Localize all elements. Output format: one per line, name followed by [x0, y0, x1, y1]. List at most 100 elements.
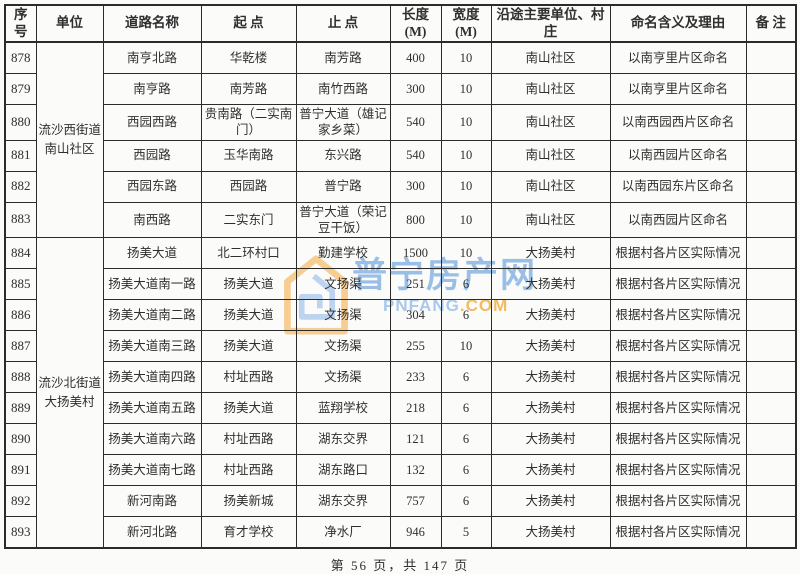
cell-reason: 以南亨里片区命名 — [609, 73, 747, 105]
column-header-unit: 单位 — [35, 4, 104, 43]
cell-end: 湖东路口 — [295, 454, 391, 486]
cell-length: 251 — [389, 268, 442, 300]
cell-start: 扬美大道 — [200, 268, 297, 300]
cell-width: 6 — [440, 268, 492, 300]
cell-start: 华乾楼 — [200, 41, 297, 74]
table-row: 893 新河北路 育才学校 净水厂 946 5 大扬美村 根据村各片区实际情况 — [4, 516, 797, 549]
cell-reason: 根据村各片区实际情况 — [609, 485, 747, 517]
cell-width: 6 — [440, 299, 492, 331]
column-header-road: 道路名称 — [102, 4, 202, 43]
cell-along: 大扬美村 — [490, 361, 611, 393]
cell-start: 育才学校 — [200, 516, 297, 549]
table-row: 891 扬美大道南七路 村址西路 湖东路口 132 6 大扬美村 根据村各片区实际情况 — [4, 454, 797, 486]
cell-along: 大扬美村 — [490, 454, 611, 486]
cell-road: 南亨北路 — [102, 41, 202, 74]
cell-seq: 887 — [4, 330, 37, 362]
cell-reason: 以南西园西片区命名 — [609, 104, 747, 141]
cell-reason: 以南西园片区命名 — [609, 201, 747, 238]
cell-unit: 流沙西街道 南山社区 — [35, 41, 104, 238]
cell-along: 南山社区 — [490, 170, 611, 203]
cell-road: 新河北路 — [102, 516, 202, 549]
cell-width: 6 — [440, 485, 492, 517]
column-header-remark: 备 注 — [745, 4, 797, 43]
column-header-width-line2: (M) — [455, 23, 477, 39]
cell-remark — [745, 41, 797, 74]
cell-reason: 根据村各片区实际情况 — [609, 516, 747, 549]
column-header-reason: 命名含义及理由 — [609, 4, 747, 43]
cell-length: 800 — [389, 201, 442, 238]
cell-length: 540 — [389, 139, 442, 172]
table-body: 878 流沙西街道 南山社区 南亨北路 华乾楼 南芳路 400 10 南山社区 以南亨里片区命名 8… — [4, 41, 797, 549]
cell-reason: 根据村各片区实际情况 — [609, 237, 747, 269]
cell-along: 大扬美村 — [490, 423, 611, 455]
cell-along: 大扬美村 — [490, 237, 611, 269]
cell-end: 普宁大道（雄记家乡菜） — [295, 104, 391, 141]
cell-end: 文扬渠 — [295, 361, 391, 393]
cell-remark — [745, 268, 797, 300]
cell-road: 西园路 — [102, 139, 202, 172]
column-header-length: 长度 (M) — [389, 4, 442, 43]
cell-road: 扬美大道 — [102, 237, 202, 269]
cell-seq: 889 — [4, 392, 37, 424]
cell-start: 扬美大道 — [200, 299, 297, 331]
column-header-along: 沿途主要单位、村庄 — [490, 4, 611, 43]
table-row: 889 扬美大道南五路 扬美大道 蓝翔学校 218 6 大扬美村 根据村各片区实际情况 — [4, 392, 797, 424]
cell-end: 湖东交界 — [295, 485, 391, 517]
cell-end: 普宁大道（荣记豆干饭） — [295, 201, 391, 238]
cell-width: 10 — [440, 201, 492, 238]
cell-seq: 881 — [4, 139, 37, 172]
unit-line2: 大扬美村 — [44, 394, 95, 409]
cell-remark — [745, 237, 797, 269]
cell-end: 文扬渠 — [295, 330, 391, 362]
cell-end: 湖东交界 — [295, 423, 391, 455]
cell-along: 大扬美村 — [490, 392, 611, 424]
cell-remark — [745, 454, 797, 486]
cell-remark — [745, 139, 797, 172]
cell-road: 西园东路 — [102, 170, 202, 203]
cell-road: 扬美大道南五路 — [102, 392, 202, 424]
cell-remark — [745, 73, 797, 105]
cell-length: 121 — [389, 423, 442, 455]
column-header-width: 宽度 (M) — [440, 4, 492, 43]
cell-road: 南亨路 — [102, 73, 202, 105]
road-naming-table: 序号 单位 道路名称 起 点 止 点 长度 (M) 宽度 (M) 沿途主要单位、… — [4, 4, 797, 549]
cell-reason: 根据村各片区实际情况 — [609, 392, 747, 424]
cell-length: 255 — [389, 330, 442, 362]
cell-road: 扬美大道南一路 — [102, 268, 202, 300]
cell-reason: 根据村各片区实际情况 — [609, 299, 747, 331]
cell-start: 南芳路 — [200, 73, 297, 105]
cell-along: 南山社区 — [490, 73, 611, 105]
cell-seq: 891 — [4, 454, 37, 486]
cell-along: 南山社区 — [490, 201, 611, 238]
table-row: 879 南亨路 南芳路 南竹西路 300 10 南山社区 以南亨里片区命名 — [4, 73, 797, 105]
table-row: 882 西园东路 西园路 普宁路 300 10 南山社区 以南西园东片区命名 — [4, 170, 797, 203]
cell-reason: 根据村各片区实际情况 — [609, 423, 747, 455]
cell-length: 946 — [389, 516, 442, 549]
cell-length: 304 — [389, 299, 442, 331]
cell-end: 普宁路 — [295, 170, 391, 203]
cell-end: 南竹西路 — [295, 73, 391, 105]
cell-remark — [745, 361, 797, 393]
cell-width: 10 — [440, 41, 492, 74]
header-row: 序号 单位 道路名称 起 点 止 点 长度 (M) 宽度 (M) 沿途主要单位、… — [4, 4, 797, 43]
cell-length: 132 — [389, 454, 442, 486]
table-row: 890 扬美大道南六路 村址西路 湖东交界 121 6 大扬美村 根据村各片区实际情况 — [4, 423, 797, 455]
table-row: 888 扬美大道南四路 村址西路 文扬渠 233 6 大扬美村 根据村各片区实际情况 — [4, 361, 797, 393]
cell-along: 大扬美村 — [490, 516, 611, 549]
unit-line1: 流沙西街道 — [38, 123, 102, 138]
table-row: 881 西园路 玉华南路 东兴路 540 10 南山社区 以南西园片区命名 — [4, 139, 797, 172]
cell-seq: 880 — [4, 104, 37, 141]
cell-reason: 根据村各片区实际情况 — [609, 361, 747, 393]
cell-width: 10 — [440, 139, 492, 172]
cell-start: 贵南路（二实南门） — [200, 104, 297, 141]
cell-length: 300 — [389, 170, 442, 203]
cell-along: 大扬美村 — [490, 268, 611, 300]
column-header-start: 起 点 — [200, 4, 297, 43]
cell-start: 扬美大道 — [200, 392, 297, 424]
cell-reason: 以南西园东片区命名 — [609, 170, 747, 203]
cell-end: 文扬渠 — [295, 299, 391, 331]
cell-reason: 根据村各片区实际情况 — [609, 454, 747, 486]
cell-remark — [745, 330, 797, 362]
table-row: 884 流沙北街道 大扬美村 扬美大道 北二环村口 勤建学校 1500 10 大扬美村 根据村各片… — [4, 237, 797, 549]
cell-road: 扬美大道南二路 — [102, 299, 202, 331]
